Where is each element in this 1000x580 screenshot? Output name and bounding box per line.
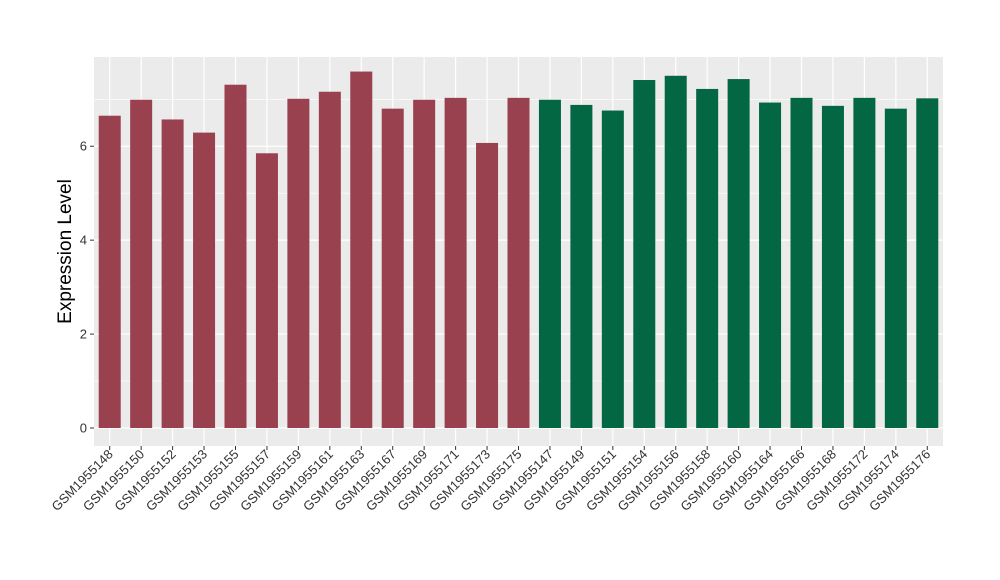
bar — [507, 97, 530, 428]
bar — [853, 97, 876, 428]
bar — [255, 153, 278, 428]
y-axis-title: Expression Level — [55, 179, 76, 324]
bar — [601, 110, 624, 428]
y-tick-label: 6 — [80, 139, 87, 154]
bar — [790, 97, 813, 428]
y-tick-label: 4 — [80, 233, 87, 248]
bar — [759, 102, 782, 428]
bar — [130, 99, 153, 428]
bar — [381, 108, 404, 428]
bars — [98, 71, 939, 429]
bar — [444, 97, 467, 428]
bar — [161, 119, 184, 428]
bar — [287, 98, 310, 428]
x-axis: GSM1955148GSM1955150GSM1955152GSM1955153… — [49, 446, 933, 514]
bar — [476, 142, 499, 429]
y-axis: 0 2 4 6 — [80, 139, 94, 436]
y-tick-label: 0 — [80, 421, 87, 436]
bar — [193, 132, 216, 428]
bar — [633, 80, 656, 429]
bar — [98, 115, 121, 429]
bar — [538, 99, 561, 428]
bar — [224, 84, 247, 429]
bar — [821, 105, 844, 428]
bar — [318, 91, 341, 429]
bar — [696, 88, 719, 428]
bar — [350, 71, 373, 428]
bar — [570, 104, 593, 428]
y-tick-label: 2 — [80, 327, 87, 342]
bar — [413, 99, 436, 428]
bar — [664, 75, 687, 428]
bar — [916, 98, 939, 428]
bar — [884, 108, 907, 428]
bar — [727, 79, 750, 429]
